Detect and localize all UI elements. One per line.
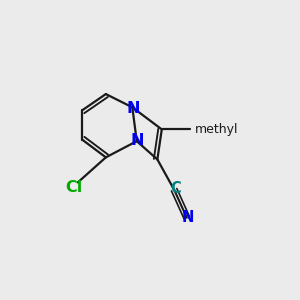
- Text: methyl: methyl: [195, 123, 238, 136]
- Text: Cl: Cl: [65, 180, 82, 195]
- Text: C: C: [170, 181, 181, 196]
- Text: N: N: [127, 101, 140, 116]
- Text: N: N: [181, 210, 194, 225]
- Text: N: N: [130, 133, 143, 148]
